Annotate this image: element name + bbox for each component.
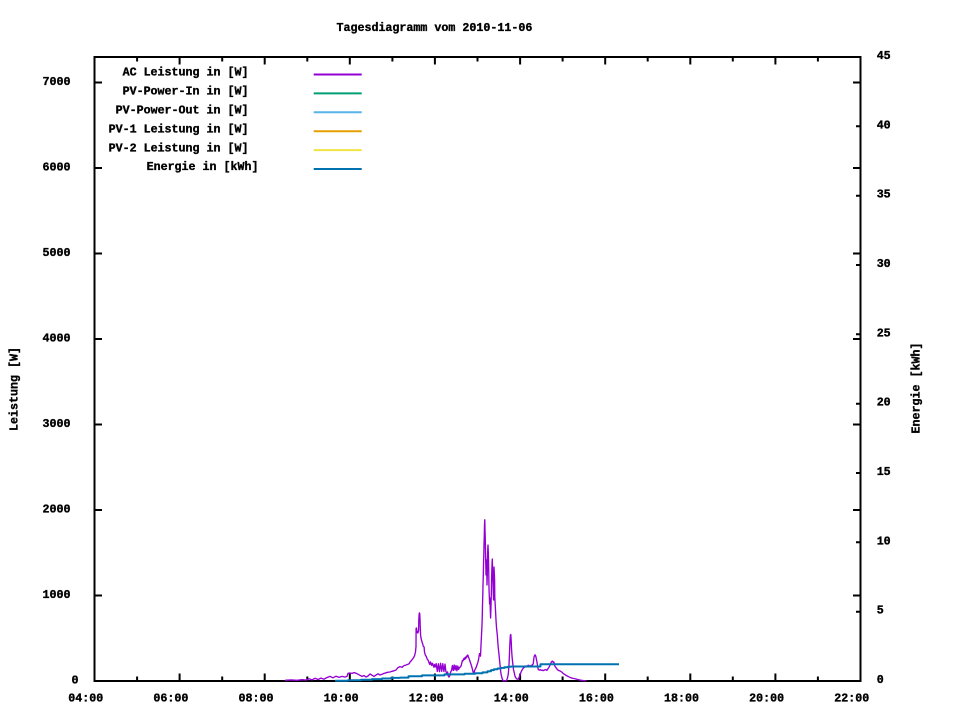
svg-text:45: 45: [877, 49, 891, 63]
svg-text:12:00: 12:00: [409, 692, 444, 706]
svg-text:Leistung [W]: Leistung [W]: [8, 347, 22, 431]
svg-text:PV-2 Leistung in [W]: PV-2 Leistung in [W]: [109, 141, 249, 155]
svg-text:20:00: 20:00: [749, 692, 784, 706]
svg-text:Energie in [kWh]: Energie in [kWh]: [147, 160, 259, 174]
svg-text:35: 35: [877, 188, 891, 202]
svg-text:0: 0: [72, 673, 79, 687]
svg-text:Tagesdiagramm vom 2010-11-06: Tagesdiagramm vom 2010-11-06: [336, 21, 532, 35]
svg-text:14:00: 14:00: [494, 692, 529, 706]
svg-text:40: 40: [877, 118, 891, 132]
svg-text:2000: 2000: [43, 502, 71, 516]
svg-text:Energie [kWh]: Energie [kWh]: [910, 343, 924, 434]
svg-text:20: 20: [877, 396, 891, 410]
svg-text:0: 0: [877, 673, 884, 687]
svg-text:18:00: 18:00: [664, 692, 699, 706]
svg-text:4000: 4000: [43, 331, 71, 345]
svg-text:25: 25: [877, 326, 891, 340]
svg-text:22:00: 22:00: [834, 692, 869, 706]
svg-text:16:00: 16:00: [579, 692, 614, 706]
svg-text:7000: 7000: [43, 75, 71, 89]
svg-text:15: 15: [877, 465, 891, 479]
svg-text:6000: 6000: [43, 160, 71, 174]
svg-text:1000: 1000: [43, 588, 71, 602]
svg-text:AC Leistung in [W]: AC Leistung in [W]: [123, 66, 249, 80]
svg-text:PV-1 Leistung in [W]: PV-1 Leistung in [W]: [109, 122, 249, 136]
svg-text:PV-Power-Out in [W]: PV-Power-Out in [W]: [116, 104, 249, 118]
svg-text:3000: 3000: [43, 417, 71, 431]
svg-text:5000: 5000: [43, 246, 71, 260]
svg-text:30: 30: [877, 257, 891, 271]
svg-text:PV-Power-In in [W]: PV-Power-In in [W]: [123, 85, 249, 99]
svg-text:10: 10: [877, 534, 891, 548]
svg-text:5: 5: [877, 604, 884, 618]
svg-text:08:00: 08:00: [239, 692, 274, 706]
svg-text:04:00: 04:00: [68, 692, 103, 706]
svg-text:10:00: 10:00: [324, 692, 359, 706]
svg-text:06:00: 06:00: [153, 692, 188, 706]
